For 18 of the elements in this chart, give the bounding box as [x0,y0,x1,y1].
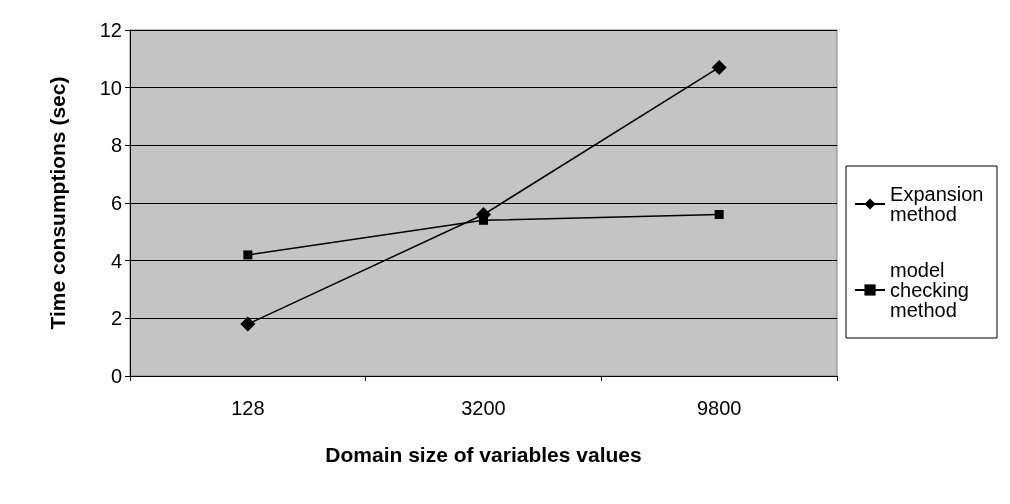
y-tick-label: 8 [110,134,122,157]
x-axis-title: Domain size of variables values [325,443,642,466]
y-tick-label: 10 [99,76,122,99]
point [243,250,253,260]
y-tick-label: 2 [110,307,122,330]
point [711,59,727,75]
x-tick-label: 9800 [696,397,742,419]
y-tick-label: 12 [99,19,122,41]
y-tick-label: 0 [110,365,122,387]
y-axis-title: Time consumptions (sec) [46,76,69,330]
point [240,316,256,332]
x-tick-label: 128 [231,397,265,419]
legend-label: model checking method [890,259,975,321]
legend-label: Expansion method [890,183,990,225]
x-tick-label: 3200 [461,397,506,419]
y-tick-label: 4 [110,249,122,272]
y-tick-label: 6 [110,192,122,214]
point [714,210,724,220]
